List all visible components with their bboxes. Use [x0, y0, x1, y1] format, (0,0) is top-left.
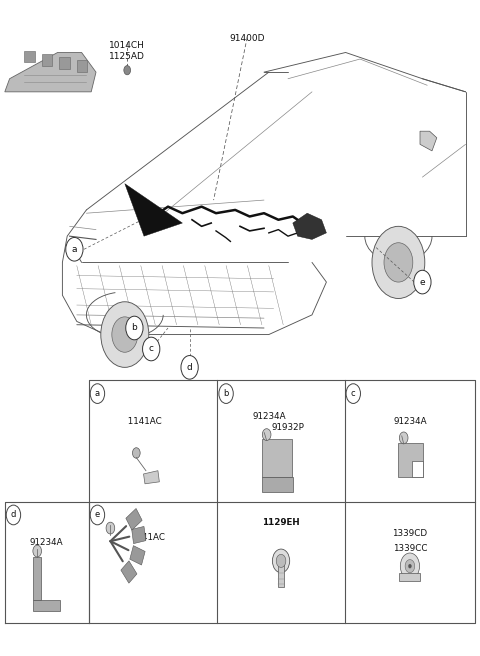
- Bar: [262, 440, 291, 478]
- Text: 91234A: 91234A: [30, 538, 64, 547]
- Text: e: e: [95, 510, 100, 520]
- Text: e: e: [420, 277, 425, 287]
- Polygon shape: [5, 52, 96, 92]
- Circle shape: [262, 429, 271, 441]
- Text: 91932P: 91932P: [272, 423, 305, 432]
- Circle shape: [112, 317, 138, 352]
- Circle shape: [405, 560, 415, 573]
- Circle shape: [126, 316, 143, 340]
- Bar: [132, 526, 146, 544]
- Circle shape: [276, 554, 286, 567]
- Bar: [33, 557, 41, 600]
- Polygon shape: [293, 213, 326, 239]
- Text: 1129EH: 1129EH: [262, 518, 300, 527]
- Text: b: b: [223, 389, 229, 398]
- Bar: [130, 546, 145, 565]
- Circle shape: [66, 237, 83, 261]
- Bar: [33, 600, 60, 611]
- Circle shape: [273, 549, 290, 573]
- Circle shape: [346, 384, 360, 403]
- Bar: [412, 461, 423, 478]
- Text: b: b: [132, 323, 137, 333]
- Circle shape: [6, 505, 21, 525]
- Text: d: d: [11, 510, 16, 520]
- Circle shape: [106, 522, 115, 534]
- Circle shape: [143, 337, 160, 361]
- Text: a: a: [95, 389, 100, 398]
- Bar: [121, 561, 137, 583]
- Text: c: c: [149, 344, 154, 354]
- Polygon shape: [144, 471, 159, 484]
- Bar: [398, 443, 423, 478]
- Text: 91234A: 91234A: [252, 412, 286, 421]
- Text: c: c: [351, 389, 356, 398]
- Text: 1141AC: 1141AC: [125, 417, 162, 426]
- Text: 1014CH
1125AD: 1014CH 1125AD: [109, 41, 145, 61]
- Bar: [399, 573, 420, 581]
- Circle shape: [414, 270, 431, 294]
- Circle shape: [132, 447, 140, 458]
- Text: 91400D: 91400D: [229, 34, 265, 43]
- Text: 91234A: 91234A: [393, 417, 427, 426]
- Circle shape: [33, 545, 42, 557]
- Circle shape: [90, 384, 105, 403]
- Circle shape: [400, 553, 420, 579]
- Circle shape: [384, 243, 413, 282]
- Circle shape: [181, 356, 198, 379]
- Circle shape: [372, 226, 425, 298]
- Text: 1339CC: 1339CC: [393, 544, 427, 554]
- Circle shape: [219, 384, 233, 403]
- Text: d: d: [187, 363, 192, 372]
- Polygon shape: [125, 184, 182, 236]
- Circle shape: [101, 302, 149, 367]
- Circle shape: [399, 432, 408, 443]
- Circle shape: [408, 564, 411, 568]
- Bar: [262, 478, 293, 492]
- Polygon shape: [420, 131, 437, 151]
- Bar: [77, 60, 87, 72]
- Bar: [24, 51, 35, 62]
- Bar: [126, 508, 142, 530]
- Bar: [59, 57, 70, 69]
- Bar: [42, 54, 52, 66]
- Circle shape: [90, 505, 105, 525]
- Text: a: a: [72, 245, 77, 254]
- Bar: [277, 560, 284, 587]
- Text: 1141AC: 1141AC: [132, 533, 165, 543]
- Text: 1339CD: 1339CD: [392, 529, 428, 539]
- Circle shape: [124, 66, 131, 75]
